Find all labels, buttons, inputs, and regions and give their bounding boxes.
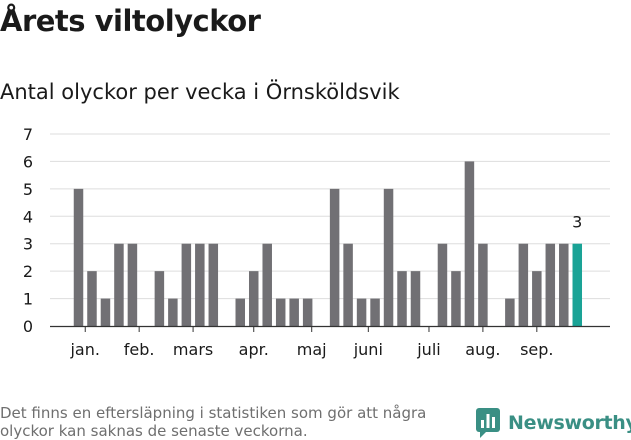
x-tick-label: feb.: [124, 340, 155, 359]
bar: [154, 271, 165, 326]
x-tick-label: mars: [173, 340, 213, 359]
y-tick-label: 6: [23, 152, 33, 171]
y-tick-label: 2: [23, 262, 33, 281]
x-tick-label: juli: [416, 340, 440, 359]
bar: [208, 243, 219, 326]
bar: [127, 243, 138, 326]
y-tick-label: 1: [23, 290, 33, 309]
x-tick-label: maj: [297, 340, 327, 359]
bar: [343, 243, 353, 326]
chart-subtitle: Antal olyckor per vecka i Örnsköldsvik: [0, 80, 400, 104]
bar: [545, 243, 556, 326]
bar: [195, 243, 205, 326]
bar-chart-bubble-icon: [476, 408, 500, 438]
chart-title: Årets viltolyckor: [0, 4, 261, 38]
footnote: Det finns en eftersläpning i statistiken…: [0, 404, 427, 440]
bar: [397, 271, 407, 326]
newsworthy-logo[interactable]: Newsworthy: [476, 408, 631, 438]
bar: [168, 298, 178, 326]
bar: [262, 243, 272, 326]
bar-value-label: 3: [572, 213, 582, 232]
bar: [437, 243, 448, 326]
bar: [451, 271, 461, 326]
bar: [478, 243, 488, 326]
bar: [181, 243, 192, 326]
y-tick-label: 7: [23, 125, 33, 144]
bar: [87, 271, 97, 326]
bar: [383, 188, 394, 326]
bar: [464, 161, 475, 326]
bar: [356, 298, 367, 326]
x-tick-label: aug.: [465, 340, 500, 359]
x-tick-label: apr.: [239, 340, 269, 359]
brand-name: Newsworthy: [508, 412, 631, 434]
bar: [289, 298, 299, 326]
y-tick-label: 4: [23, 207, 33, 226]
bar: [248, 271, 259, 326]
y-tick-label: 0: [23, 317, 33, 336]
bar: [329, 188, 340, 326]
bar: [73, 188, 84, 326]
bar: [100, 298, 111, 326]
bar: [302, 298, 313, 326]
bar: [518, 243, 529, 326]
bar-chart: 0 1 2 3 4 5 6 7 3 jan. feb. mars apr. maj juni juli aug.…: [23, 125, 610, 359]
bar: [235, 298, 246, 326]
bar: [275, 298, 286, 326]
bar: [505, 298, 515, 326]
x-tick-label: juni: [353, 340, 383, 359]
bar: [370, 298, 380, 326]
y-tick-label: 3: [23, 235, 33, 254]
bar: [559, 243, 569, 326]
bar: [410, 271, 421, 326]
x-tick-label: sep.: [520, 340, 553, 359]
bar: [532, 271, 542, 326]
x-tick-label: jan.: [69, 340, 99, 359]
y-tick-label: 5: [23, 180, 33, 199]
bar: [114, 243, 124, 326]
bar-highlight: [572, 243, 583, 326]
